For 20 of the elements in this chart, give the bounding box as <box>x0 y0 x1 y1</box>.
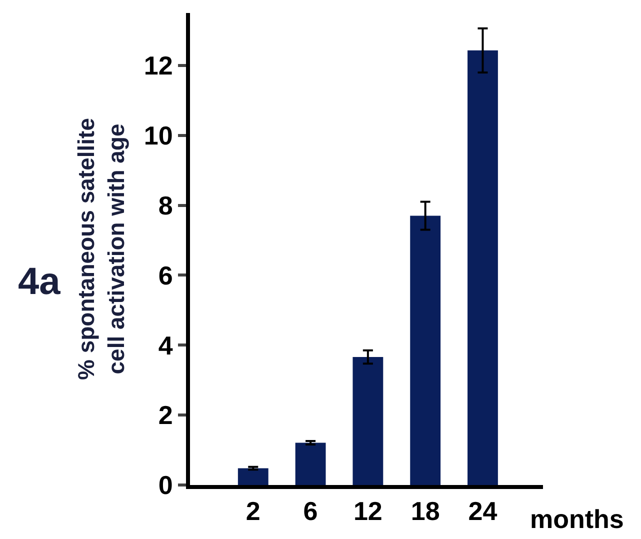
bar <box>468 50 498 485</box>
text: 4a <box>18 261 62 303</box>
y-tick-label: 12 <box>144 50 173 81</box>
y-tick-label: 2 <box>158 400 173 430</box>
bar <box>410 216 441 485</box>
y-tick-label: 0 <box>158 470 173 500</box>
bar <box>352 357 384 485</box>
x-axis-title: months <box>530 504 624 534</box>
bar <box>238 468 268 485</box>
x-tick-label: 24 <box>468 496 498 526</box>
x-tick-label: 6 <box>303 496 318 526</box>
x-tick-label: 2 <box>246 496 260 526</box>
bar <box>295 442 326 485</box>
y-tick-label: 4 <box>158 330 174 360</box>
y-tick-label: 8 <box>158 190 173 220</box>
x-tick-label: 12 <box>353 496 382 526</box>
y-axis-title: % spontaneous satellite cell activation with age <box>72 118 129 380</box>
x-tick-label: 18 <box>410 496 440 526</box>
y-tick-label: 6 <box>158 260 173 290</box>
y-tick-label: 10 <box>144 120 173 150</box>
